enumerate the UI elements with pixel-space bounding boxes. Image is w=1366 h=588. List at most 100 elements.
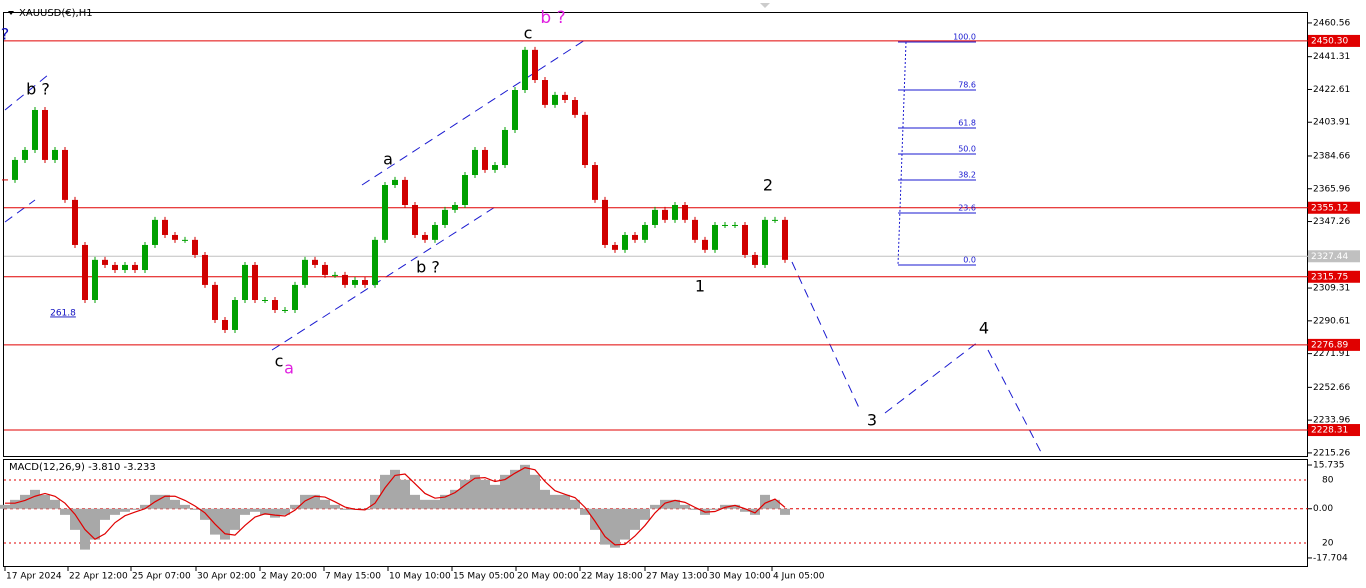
wave-label: b ? (540, 8, 565, 28)
candle-body (42, 109, 48, 160)
x-tick-label: 25 Apr 07:00 (132, 572, 191, 582)
projection-line (884, 341, 979, 414)
candle-body (572, 99, 578, 115)
level-label: 2276.89 (1311, 340, 1348, 350)
candle-body (92, 259, 98, 300)
signal-line (5, 466, 786, 546)
candle-body (412, 204, 418, 235)
histogram-bar (560, 494, 570, 509)
menu-arrow[interactable] (8, 11, 14, 15)
histogram-bar (250, 508, 260, 512)
histogram-bar (410, 494, 420, 509)
candle-body (622, 234, 628, 250)
candle-body (302, 259, 308, 285)
histogram-bar (130, 508, 140, 510)
y-tick-label: 2460.56 (1313, 18, 1350, 28)
candle-body (32, 109, 38, 150)
level-label-box (1308, 201, 1360, 214)
y-tick-label: 2347.26 (1313, 217, 1350, 227)
candle-body (22, 149, 28, 160)
macd-title: MACD(12,26,9) -3.810 -3.233 (9, 462, 156, 473)
candle-body (672, 204, 678, 220)
histogram-bar (270, 508, 280, 518)
candle-body (72, 199, 78, 245)
candle-body (742, 224, 748, 255)
wave-label: c (275, 352, 284, 371)
histogram-bar (710, 508, 720, 510)
candle-body (652, 209, 658, 225)
candle-body (82, 244, 88, 300)
y-tick-label: 2309.31 (1313, 284, 1350, 294)
candle-body (152, 219, 158, 245)
candle-body (162, 219, 168, 235)
histogram-bar (570, 499, 580, 509)
histogram-bar (140, 504, 150, 509)
x-tick-label: 7 May 15:00 (325, 572, 381, 582)
histogram-bar (420, 499, 430, 509)
histogram-bar (490, 484, 500, 509)
candle-body (292, 284, 298, 310)
candle-body (112, 264, 118, 271)
candle-body (482, 149, 488, 170)
candle-body (782, 219, 788, 260)
level-label-box (1308, 424, 1360, 437)
y-tick-label: 0.00 (1313, 504, 1333, 514)
candle-body (642, 224, 648, 240)
wave-label: b ? (26, 80, 50, 99)
candle-body (712, 224, 718, 250)
candle-body (192, 239, 198, 255)
histogram-bar (70, 508, 80, 530)
level-label: 2355.12 (1311, 203, 1348, 213)
fib-label: 50.0 (958, 145, 976, 154)
candle-body (252, 264, 258, 300)
candle-body (362, 280, 368, 285)
candle-body (352, 280, 358, 285)
x-tick-label: 2 May 20:00 (261, 572, 317, 582)
candle-body (432, 224, 438, 240)
candle-body (562, 94, 568, 100)
candle-body (752, 254, 758, 265)
candle-body (532, 49, 538, 81)
candle-body (262, 299, 268, 301)
candle-body (212, 284, 218, 320)
histogram-bar (160, 494, 170, 509)
candle-body (732, 224, 738, 226)
candle-body (762, 219, 768, 265)
histogram-bar (370, 494, 380, 509)
histogram-bar (740, 508, 750, 512)
y2-tick-label: 20 (1322, 539, 1334, 549)
histogram-bar (60, 508, 70, 515)
candle-body (402, 179, 408, 205)
wave-lines (4, 37, 1044, 457)
histogram-bar (680, 504, 690, 509)
histogram-bar (550, 494, 560, 509)
fib-label: 23.6 (958, 204, 976, 213)
level-label-box (1308, 338, 1360, 351)
wave-label: a (383, 150, 393, 169)
histogram-bar (630, 508, 640, 530)
candle-body (772, 219, 778, 221)
x-tick-label: 15 May 05:00 (453, 572, 515, 582)
fib-label: 100.0 (953, 33, 976, 42)
candle-body (632, 234, 638, 240)
x-tick-label: 17 Apr 2024 (6, 572, 62, 582)
histogram-bar (180, 504, 190, 509)
histogram-bar (500, 474, 510, 509)
scroll-marker (760, 3, 770, 8)
candle-body (12, 159, 18, 180)
histogram-bar (330, 504, 340, 509)
histogram-bar (290, 504, 300, 509)
histogram-bar (200, 508, 210, 520)
wave-label: 3 (867, 411, 877, 430)
candle-body (222, 319, 228, 330)
projection-line (987, 349, 1044, 457)
candle-body (552, 94, 558, 105)
candle-body (722, 224, 728, 226)
x-tick-label: 22 May 18:00 (581, 572, 643, 582)
level-label: 2327.44 (1311, 252, 1348, 262)
x-tick-label: 10 May 10:00 (389, 572, 451, 582)
y-tick-label: 2233.96 (1313, 416, 1350, 426)
histogram-bar (540, 489, 550, 509)
